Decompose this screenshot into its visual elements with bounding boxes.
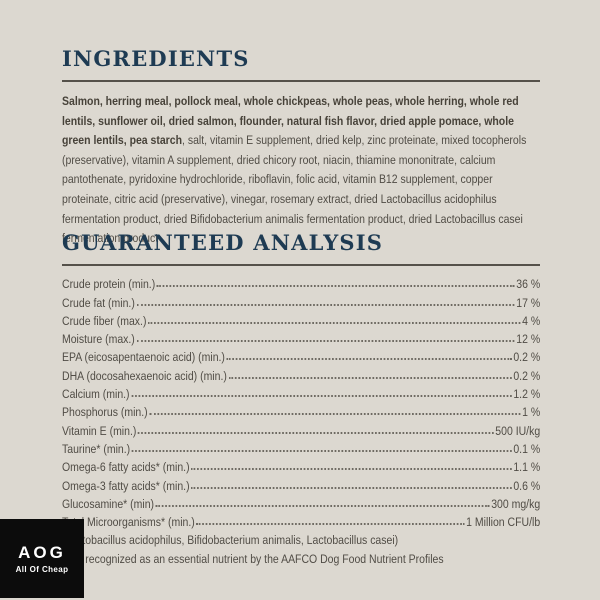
- nutrient-label: Vitamin E (min.): [62, 423, 137, 438]
- nutrient-label: Omega-3 fatty acids* (min.): [62, 478, 190, 493]
- watermark-box: AOG All Of Cheap: [0, 519, 84, 598]
- aog-tagline: All Of Cheap: [15, 564, 69, 574]
- table-row: Crude fiber (max.) 4 %: [62, 310, 540, 328]
- guaranteed-analysis-divider: [62, 264, 540, 266]
- nutrient-label: DHA (docosahexaenoic acid) (min.): [62, 368, 227, 383]
- nutrient-label: Glucosamine* (min): [62, 496, 155, 511]
- table-row: Crude fat (min.) 17 %: [62, 291, 541, 310]
- table-row: EPA (eicosapentaenoic acid) (min.) 0.2 %: [62, 346, 540, 364]
- table-row: Crude protein (min.) 36 %: [62, 273, 540, 291]
- nutrient-value: 36 %: [516, 277, 541, 292]
- microorganisms-note: (Lactobacillus acidophilus, Bifidobacter…: [62, 533, 399, 547]
- nutrient-value: 17 %: [516, 295, 541, 310]
- dotted-leader: [191, 486, 512, 489]
- table-row: Vitamin E (min.) 500 IU/kg: [62, 419, 541, 438]
- nutrient-value: 1.1 %: [513, 460, 541, 475]
- dotted-leader: [136, 303, 515, 306]
- dotted-leader: [196, 523, 465, 526]
- nutrient-label: Calcium (min.): [62, 387, 130, 402]
- nutrient-value: 1 Million CFU/lb: [466, 515, 541, 530]
- nutrient-value: 1.2 %: [513, 387, 541, 402]
- nutrient-value: 4 %: [522, 313, 541, 328]
- guaranteed-analysis-table: Crude protein (min.) 36 % Crude fat (min.…: [62, 273, 540, 529]
- nutrient-label: Moisture (max.): [62, 332, 135, 347]
- table-row: Taurine* (min.) 0.1 %: [62, 438, 540, 456]
- nutrient-label: Total Microorganisms* (min.): [62, 515, 195, 530]
- nutrient-value: 12 %: [516, 332, 541, 347]
- table-row: Omega-6 fatty acids* (min.) 1.1 %: [62, 456, 540, 474]
- nutrient-value: 0.2 %: [513, 350, 541, 365]
- dotted-leader: [228, 376, 512, 379]
- nutrient-label: Omega-6 fatty acids* (min.): [62, 460, 190, 475]
- nutrient-label: EPA (eicosapentaenoic acid) (min.): [62, 350, 225, 365]
- table-row: Glucosamine* (min) 300 mg/kg: [62, 493, 540, 511]
- guaranteed-analysis-title: GUARANTEED ANALYSIS: [62, 230, 384, 255]
- dotted-leader: [191, 468, 512, 471]
- dotted-leader: [136, 340, 515, 343]
- nutrient-value: 0.1 %: [513, 441, 541, 456]
- dotted-leader: [156, 285, 515, 288]
- nutrient-value: 1 %: [522, 405, 541, 420]
- table-row: DHA (docosahexaenoic acid) (min.) 0.2 %: [62, 364, 541, 383]
- nutrient-value: 500 IU/kg: [495, 423, 541, 438]
- nutrient-value: 0.6 %: [513, 478, 541, 493]
- ingredients-divider: [62, 80, 540, 82]
- aafco-footnote: *Not recognized as an essential nutrient…: [62, 552, 444, 566]
- dotted-leader: [226, 358, 512, 361]
- table-row: Moisture (max.) 12 %: [62, 328, 540, 346]
- table-row: Omega-3 fatty acids* (min.) 0.6 %: [62, 474, 541, 493]
- nutrient-label: Phosphorus (min.): [62, 405, 148, 420]
- dotted-leader: [148, 321, 521, 324]
- nutrient-value: 300 mg/kg: [491, 496, 541, 511]
- dotted-leader: [138, 431, 494, 434]
- ingredients-title: INGREDIENTS: [62, 46, 250, 71]
- ingredients-regular-text: , salt, vitamin E supplement, dried kelp…: [62, 133, 527, 246]
- nutrient-label: Crude fiber (max.): [62, 313, 147, 328]
- ingredients-bold-text: Salmon, herring meal, pollock meal, whol…: [62, 94, 519, 148]
- dotted-leader: [131, 395, 512, 398]
- table-row: Calcium (min.) 1.2 %: [62, 383, 540, 401]
- nutrient-label: Crude protein (min.): [62, 277, 156, 292]
- dotted-leader: [131, 449, 512, 452]
- table-row: Phosphorus (min.) 1 %: [62, 401, 540, 419]
- ingredients-paragraph: Salmon, herring meal, pollock meal, whol…: [62, 92, 540, 249]
- nutrient-value: 0.2 %: [513, 368, 541, 383]
- aog-logo: AOG: [18, 542, 66, 562]
- dotted-leader: [149, 413, 521, 416]
- dotted-leader: [155, 504, 490, 507]
- nutrient-label: Taurine* (min.): [62, 441, 131, 456]
- nutrient-label: Crude fat (min.): [62, 295, 135, 310]
- table-row: Total Microorganisms* (min.) 1 Million CF…: [62, 511, 540, 529]
